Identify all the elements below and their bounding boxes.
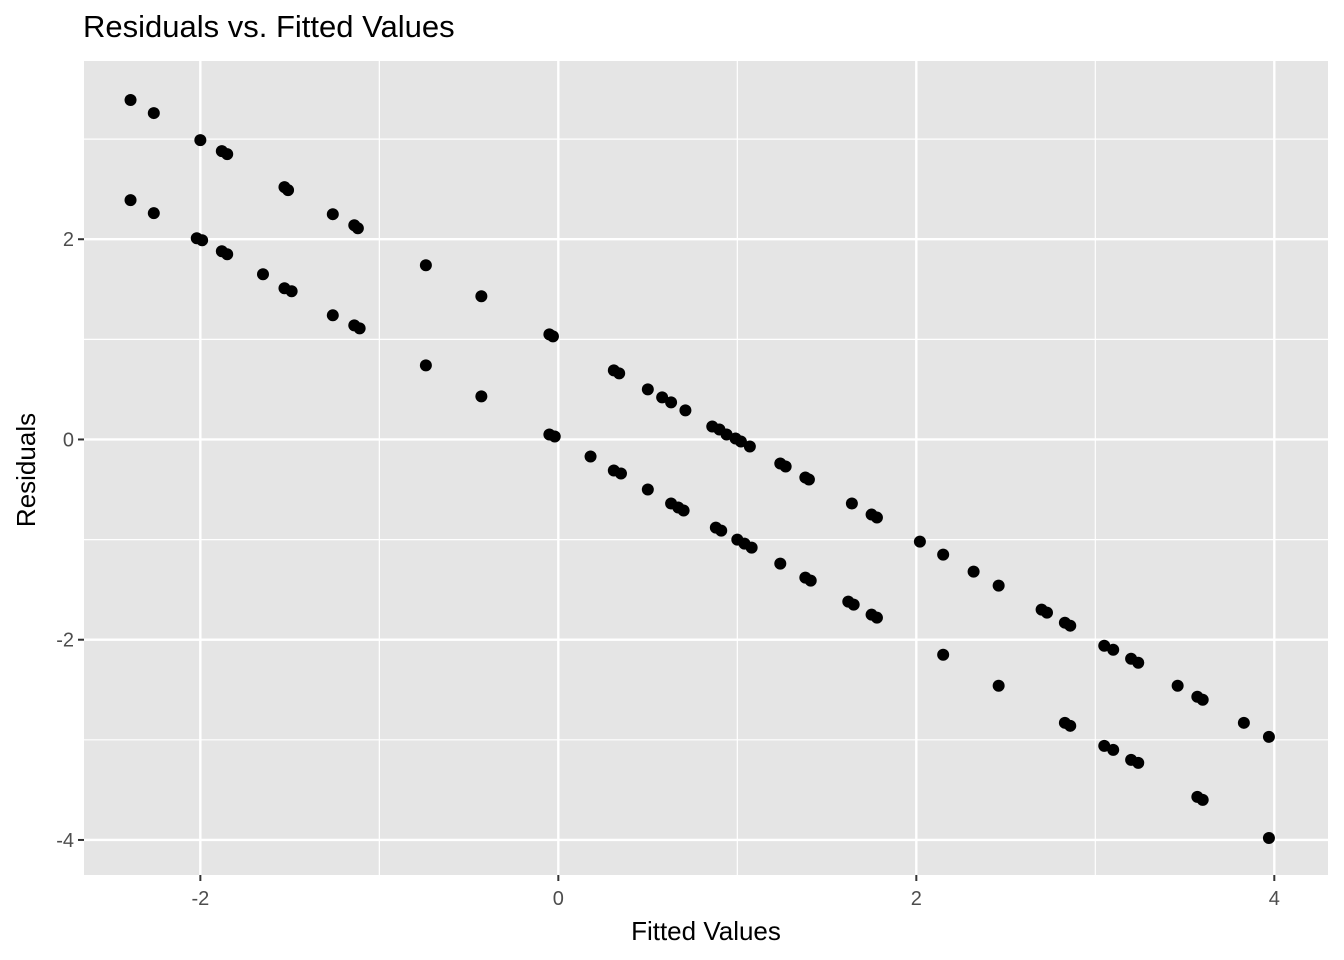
data-point <box>967 565 980 578</box>
data-point <box>1196 793 1209 806</box>
data-point <box>1040 606 1053 619</box>
data-point <box>1107 743 1120 756</box>
data-point <box>734 435 747 448</box>
data-point <box>285 285 298 298</box>
data-point <box>194 134 207 147</box>
data-point <box>1262 831 1275 844</box>
data-point <box>221 148 234 161</box>
data-point <box>804 574 817 587</box>
x-axis: -2 0 2 4 <box>191 875 1280 910</box>
data-point <box>743 440 756 453</box>
data-point <box>614 467 627 480</box>
data-point <box>845 497 858 510</box>
data-point <box>1196 693 1209 706</box>
data-point <box>679 404 692 417</box>
y-axis-title: Residuals <box>11 413 41 527</box>
data-point <box>546 330 559 343</box>
data-point <box>419 359 432 372</box>
data-point <box>847 598 860 611</box>
x-axis-title: Fitted Values <box>631 916 781 946</box>
data-point <box>326 208 339 221</box>
data-point <box>221 248 234 261</box>
data-point <box>147 207 160 220</box>
data-point <box>326 309 339 322</box>
data-point <box>992 579 1005 592</box>
data-points <box>124 94 1275 844</box>
data-point <box>124 94 137 107</box>
data-point <box>870 611 883 624</box>
data-point <box>1171 679 1184 692</box>
data-point <box>745 541 758 554</box>
data-point <box>1064 619 1077 632</box>
data-point <box>937 648 950 661</box>
y-tick-label: 2 <box>63 229 74 251</box>
data-point <box>665 396 678 409</box>
data-point <box>1107 643 1120 656</box>
y-tick-label: 0 <box>63 429 74 451</box>
data-point <box>720 428 733 441</box>
data-point <box>124 194 137 207</box>
data-point <box>256 268 269 281</box>
data-point <box>870 511 883 524</box>
data-point <box>1262 730 1275 743</box>
data-point <box>351 222 364 235</box>
data-point <box>584 450 597 463</box>
data-point <box>677 504 690 517</box>
y-axis: -4 -2 0 2 <box>56 229 84 852</box>
grid-minor <box>84 61 1328 875</box>
plot-panel <box>84 61 1328 875</box>
data-point <box>1098 639 1111 652</box>
data-point <box>656 391 669 404</box>
data-point <box>774 557 787 570</box>
data-point <box>613 367 626 380</box>
data-point <box>779 460 792 473</box>
y-tick-label: -2 <box>56 630 74 652</box>
data-point <box>475 290 488 303</box>
x-tick-label: 0 <box>553 888 564 910</box>
data-point <box>1064 719 1077 732</box>
data-point <box>641 483 654 496</box>
data-point <box>1132 756 1145 769</box>
data-point <box>147 107 160 120</box>
y-tick-label: -4 <box>56 830 74 852</box>
data-point <box>353 322 366 335</box>
data-point <box>715 524 728 537</box>
data-point <box>937 548 950 561</box>
chart-title: Residuals vs. Fitted Values <box>83 9 455 44</box>
data-point <box>802 473 815 486</box>
x-tick-label: 2 <box>911 888 922 910</box>
data-point <box>1098 739 1111 752</box>
x-tick-label: 4 <box>1269 888 1280 910</box>
data-point <box>641 383 654 396</box>
data-point <box>1237 716 1250 729</box>
data-point <box>1132 656 1145 669</box>
data-point <box>196 234 209 247</box>
data-point <box>548 430 561 443</box>
data-point <box>992 679 1005 692</box>
data-point <box>475 390 488 403</box>
x-tick-label: -2 <box>191 888 209 910</box>
data-point <box>419 259 432 272</box>
data-point <box>913 535 926 548</box>
data-point <box>282 184 295 197</box>
